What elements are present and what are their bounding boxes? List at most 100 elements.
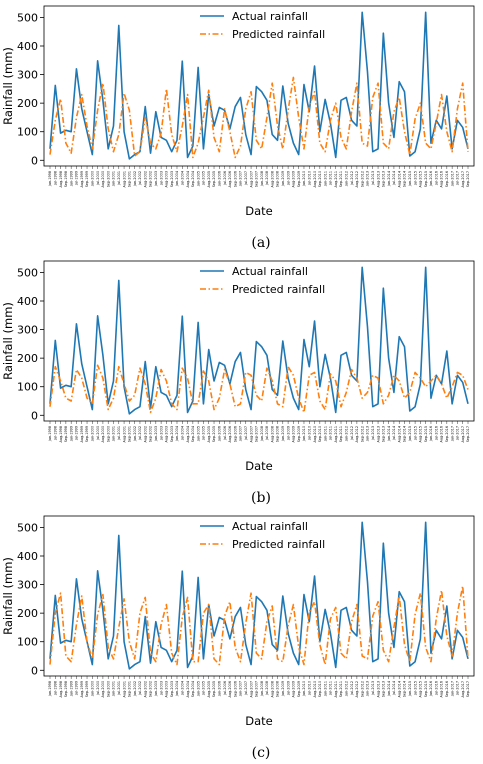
x-tick-label: Jun-2005 <box>196 171 200 187</box>
x-tick-label: Jul-2006 <box>223 426 227 441</box>
x-tick-label: Jul-1999 <box>75 681 79 696</box>
y-tick-label: 100 <box>17 126 38 139</box>
x-tick-label: Aug-2014 <box>397 426 401 442</box>
y-tick-label: 0 <box>31 664 38 677</box>
x-tick-label: Jul-2016 <box>434 681 438 696</box>
x-tick-label: Jul-2015 <box>413 426 417 441</box>
x-tick-label: Aug-2016 <box>440 171 444 187</box>
x-tick-label: Aug-1998 <box>59 681 63 697</box>
x-tick-label: Aug-2001 <box>122 426 126 442</box>
x-tick-label: Sep-2006 <box>233 426 237 442</box>
y-tick-label: 0 <box>31 154 38 167</box>
x-tick-label: Jun-2008 <box>260 426 264 442</box>
x-tick-label: Sep-1998 <box>64 171 68 187</box>
series-line-actual <box>49 11 469 160</box>
x-tick-label: Aug-2001 <box>122 171 126 187</box>
x-tick-label: Jun-2001 <box>112 426 116 442</box>
legend-label: Predicted rainfall <box>232 538 325 551</box>
x-tick-label: Jul-2012 <box>350 171 354 186</box>
x-tick-label: Sep-2010 <box>318 681 322 697</box>
x-tick-label: Sep-2008 <box>276 681 280 697</box>
x-tick-label: Sep-2015 <box>424 681 428 697</box>
x-tick-label: Jul-2004 <box>180 681 184 696</box>
x-tick-label: Jun-1998 <box>48 426 52 442</box>
x-tick-label: Jul-2017 <box>456 171 460 186</box>
x-tick-label: Jul-2001 <box>117 171 121 186</box>
x-tick-label: Aug-2002 <box>143 426 147 442</box>
x-tick-label: Aug-2006 <box>228 681 232 697</box>
x-tick-label: Jun-2012 <box>345 171 349 187</box>
x-tick-label: Jun-2003 <box>154 171 158 187</box>
x-tick-label: Jun-2003 <box>154 681 158 697</box>
x-tick-label: Jul-2004 <box>180 171 184 186</box>
x-tick-label: Sep-2004 <box>191 681 195 697</box>
x-tick-label: Jun-2001 <box>112 171 116 187</box>
x-tick-label: Jun-2013 <box>366 426 370 442</box>
x-tick-label: Aug-2005 <box>207 681 211 697</box>
x-tick-label: Jul-2009 <box>286 681 290 696</box>
x-tick-label: Aug-2014 <box>397 681 401 697</box>
y-tick-label: 0 <box>31 409 38 422</box>
x-tick-label: Sep-2015 <box>424 171 428 187</box>
x-tick-label: Jun-2012 <box>345 681 349 697</box>
x-tick-label: Sep-1998 <box>64 681 68 697</box>
x-tick-label: Jun-2006 <box>218 171 222 187</box>
x-tick-label: Sep-2007 <box>255 681 259 697</box>
x-tick-label: Aug-2002 <box>143 171 147 187</box>
x-tick-label: Sep-2003 <box>170 426 174 442</box>
x-tick-label: Jul-2003 <box>159 681 163 696</box>
x-tick-label: Aug-2000 <box>101 171 105 187</box>
x-tick-label: Jul-2002 <box>138 426 142 441</box>
x-tick-label: Aug-2001 <box>122 681 126 697</box>
x-tick-label: Jul-2011 <box>329 681 333 696</box>
series-line-actual <box>49 266 469 415</box>
x-tick-label: Aug-2010 <box>313 426 317 442</box>
plot-frame <box>43 5 475 167</box>
y-tick-label: 500 <box>17 11 38 24</box>
x-tick-label: Sep-2001 <box>128 426 132 442</box>
plot-frame <box>43 260 475 422</box>
x-tick-label: Sep-2005 <box>212 681 216 697</box>
x-tick-label: Aug-2000 <box>101 426 105 442</box>
x-tick-label: Aug-1998 <box>59 426 63 442</box>
x-tick-label: Jun-2010 <box>302 171 306 187</box>
x-tick-label: Jun-2017 <box>450 171 454 187</box>
x-tick-label: Jun-2000 <box>91 426 95 442</box>
x-tick-label: Jul-2000 <box>96 171 100 186</box>
x-tick-label: Jun-2015 <box>408 171 412 187</box>
chart-panel-c: 0 100 200 300 400 500 Jun-1998 Jul-1998 Aug-1998… <box>1 515 475 761</box>
x-tick-label: Jun-2001 <box>112 681 116 697</box>
x-tick-label: Sep-2004 <box>191 426 195 442</box>
x-tick-label: Jul-2000 <box>96 681 100 696</box>
x-tick-label: Sep-2009 <box>297 681 301 697</box>
x-tick-label: Aug-2008 <box>270 171 274 187</box>
x-tick-label: Sep-2009 <box>297 426 301 442</box>
x-tick-label: Jul-2016 <box>434 426 438 441</box>
x-tick-label: Jun-2012 <box>345 426 349 442</box>
x-tick-label: Aug-2004 <box>186 426 190 442</box>
x-tick-label: Jul-2005 <box>202 426 206 441</box>
y-tick-label: 300 <box>17 579 38 592</box>
x-tick-label: Sep-2014 <box>403 171 407 187</box>
x-tick-label: Jul-2006 <box>223 171 227 186</box>
x-tick-label: Jun-2007 <box>239 681 243 697</box>
x-tick-label: Jul-1999 <box>75 426 79 441</box>
x-tick-label: Sep-2002 <box>149 426 153 442</box>
x-tick-label: Jun-2008 <box>260 681 264 697</box>
x-tick-label: Aug-2013 <box>376 681 380 697</box>
x-tick-label: Jul-2009 <box>286 171 290 186</box>
x-tick-label: Jul-2003 <box>159 171 163 186</box>
x-tick-label: Jul-2008 <box>265 426 269 441</box>
x-tick-label: Jul-2007 <box>244 681 248 696</box>
x-tick-label: Sep-2008 <box>276 171 280 187</box>
x-tick-label: Jun-2009 <box>281 171 285 187</box>
x-tick-label: Aug-2013 <box>376 426 380 442</box>
x-tick-label: Aug-2017 <box>461 426 465 442</box>
x-tick-label: Jul-1998 <box>53 681 57 696</box>
y-axis-title: Rainfall (mm) <box>1 557 15 635</box>
x-tick-label: Jun-2005 <box>196 681 200 697</box>
x-tick-label: Jul-2010 <box>307 171 311 186</box>
x-tick-label: Aug-2012 <box>355 426 359 442</box>
x-tick-label: Jun-2011 <box>323 681 327 697</box>
